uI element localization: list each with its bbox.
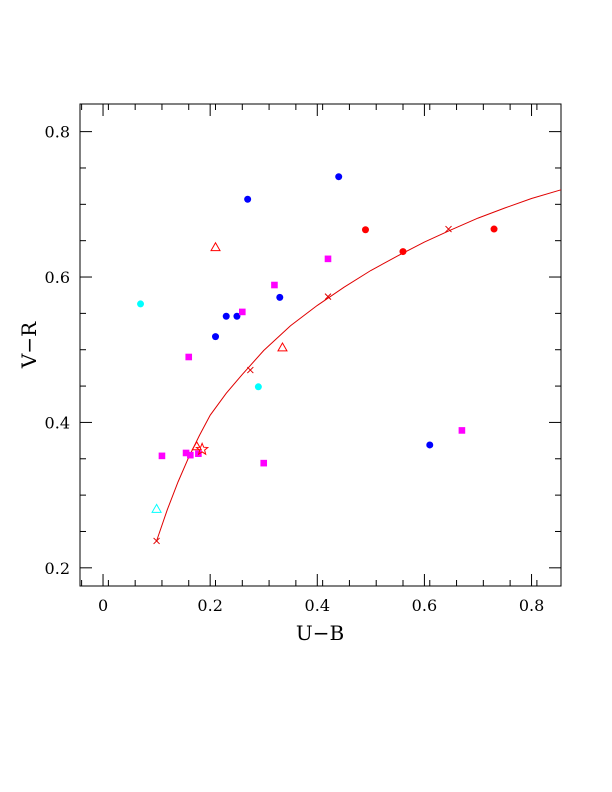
data-point-square [260,459,268,467]
data-point-square [158,452,166,460]
data-point-square [238,308,246,316]
data-point-square [185,353,193,361]
x-tick-label: 0.4 [305,596,330,615]
data-point-circle [233,312,241,320]
data-point-circle [490,225,498,233]
data-point-circle [426,441,434,449]
data-point-circle [244,195,252,203]
axis-ticks [80,104,561,586]
model-curve-layer [153,189,562,545]
y-tick-label: 0.2 [45,559,70,578]
data-point-circle [399,248,407,256]
curve-x-marker [445,225,452,233]
curve-x-marker [324,293,332,301]
curve-x-marker [246,366,254,374]
data-point-circle [254,383,262,391]
data-point-circle [137,300,145,308]
x-tick-label: 0 [98,596,108,615]
data-point-square [458,427,466,434]
model-curve [156,189,562,542]
x-axis-label: U−B [296,621,344,645]
x-tick-label: 0.8 [519,596,544,615]
plot-frame [79,103,562,587]
tick-labels: 0 0.2 0.4 0.6 0.8 0.2 0.4 0.6 0.8 [45,123,545,615]
data-point-circle [335,173,343,181]
data-point-circle [222,312,230,320]
data-point-circle [276,293,284,301]
data-points-layer [137,173,498,513]
y-tick-label: 0.6 [45,268,70,287]
data-point-star [195,441,210,456]
data-point-triangle [191,440,203,451]
curve-x-marker [153,537,160,545]
y-axis-label: V−R [17,321,41,369]
data-point-square [182,449,190,457]
data-point-triangle [210,241,221,252]
x-tick-label: 0.2 [197,596,222,615]
data-point-triangle [277,342,288,352]
x-tick-label: 0.6 [412,596,437,615]
data-point-circle [361,226,369,234]
data-point-square [324,255,332,263]
data-point-square [271,281,278,289]
data-point-circle [212,333,220,341]
y-tick-label: 0.8 [45,123,70,142]
data-point-triangle [151,503,162,513]
data-point-square [187,451,194,459]
y-tick-label: 0.4 [45,413,70,432]
